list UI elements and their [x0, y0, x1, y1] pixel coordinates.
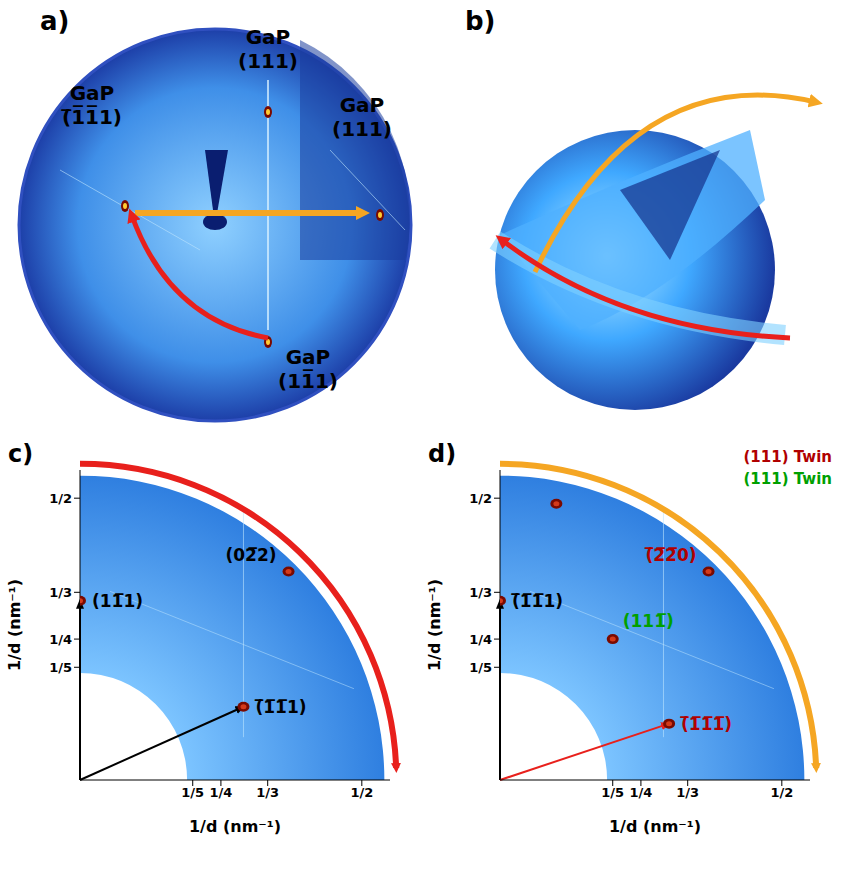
svg-text:d): d)	[428, 440, 456, 468]
svg-text:1/3: 1/3	[49, 585, 72, 600]
svg-text:1/3: 1/3	[256, 785, 279, 800]
svg-text:(̅1̅1̅1̅): (̅1̅1̅1̅)	[680, 714, 732, 734]
svg-text:1/2: 1/2	[469, 491, 492, 506]
svg-text:1/d (nm⁻¹): 1/d (nm⁻¹)	[425, 579, 444, 671]
svg-text:GaP(111): GaP(111)	[332, 93, 392, 141]
svg-text:1/3: 1/3	[469, 585, 492, 600]
svg-text:1/4: 1/4	[49, 632, 72, 647]
svg-text:1/4: 1/4	[629, 785, 652, 800]
svg-text:1/d (nm⁻¹): 1/d (nm⁻¹)	[609, 817, 701, 836]
svg-text:1/d (nm⁻¹): 1/d (nm⁻¹)	[5, 579, 24, 671]
svg-text:1/2: 1/2	[770, 785, 793, 800]
svg-text:1/d (nm⁻¹): 1/d (nm⁻¹)	[189, 817, 281, 836]
svg-text:GaP(11̅1): GaP(11̅1)	[278, 345, 338, 393]
svg-text:1/5: 1/5	[49, 660, 72, 675]
svg-text:(111) Twin: (111) Twin	[743, 470, 832, 488]
svg-text:(̅2̅2̅0): (̅2̅2̅0)	[644, 545, 696, 565]
svg-text:(02̅2): (02̅2)	[226, 545, 277, 565]
svg-text:1/5: 1/5	[469, 660, 492, 675]
svg-text:a): a)	[40, 6, 69, 36]
svg-text:GaP(111): GaP(111)	[238, 25, 298, 73]
svg-text:1/4: 1/4	[469, 632, 492, 647]
svg-text:1/4: 1/4	[209, 785, 232, 800]
svg-text:1/2: 1/2	[350, 785, 373, 800]
svg-text:(111) Twin: (111) Twin	[743, 448, 832, 466]
svg-text:b): b)	[465, 6, 496, 36]
svg-text:1/2: 1/2	[49, 491, 72, 506]
svg-text:GaP(̅1̅1̅1): GaP(̅1̅1̅1)	[61, 81, 122, 129]
svg-text:1/5: 1/5	[181, 785, 204, 800]
svg-text:(̅1̅1̅1): (̅1̅1̅1)	[254, 697, 306, 717]
svg-text:1/3: 1/3	[676, 785, 699, 800]
svg-text:(111̅): (111̅)	[623, 611, 674, 631]
svg-text:(11̅1): (11̅1)	[92, 591, 143, 611]
svg-text:c): c)	[8, 440, 33, 468]
svg-text:1/5: 1/5	[601, 785, 624, 800]
svg-text:(̅1̅1̅1): (̅1̅1̅1)	[511, 591, 563, 611]
